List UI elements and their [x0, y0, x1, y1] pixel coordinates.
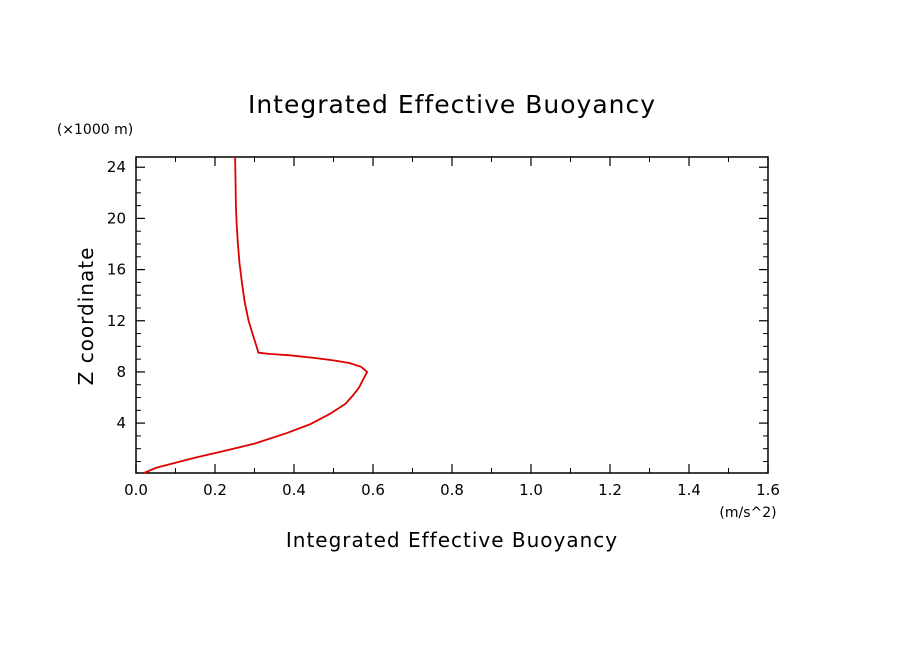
x-tick-label: 1.4	[677, 481, 701, 499]
y-axis-label: Z coordinate	[74, 247, 98, 386]
x-tick-label: 1.0	[519, 481, 543, 499]
x-tick-label: 1.6	[756, 481, 780, 499]
x-tick-label: 0.2	[203, 481, 227, 499]
x-tick-label: 0.8	[440, 481, 464, 499]
data-series	[143, 156, 369, 474]
plot-frame	[135, 156, 769, 474]
chart-title: Integrated Effective Buoyancy	[248, 90, 656, 119]
series-line	[143, 156, 369, 474]
x-tick-label: 1.2	[598, 481, 622, 499]
y-tick-label: 20	[107, 209, 126, 227]
x-tick-label: 0.4	[282, 481, 306, 499]
x-tick-label: 0.6	[361, 481, 385, 499]
y-tick-label: 12	[107, 312, 126, 330]
y-tick-label: 4	[116, 414, 126, 432]
y-tick-label: 8	[116, 363, 126, 381]
y-tick-label: 24	[107, 158, 126, 176]
x-axis-label: Integrated Effective Buoyancy	[286, 528, 618, 552]
tick-labels: 0.0 0.2 0.4 0.6 0.8 1.0 1.2 1.4 1.6 4 8 12 16 20 24	[107, 158, 780, 499]
y-tick-label: 16	[107, 261, 126, 279]
axis-ticks	[135, 157, 769, 473]
x-axis-unit: (m/s^2)	[719, 505, 776, 521]
y-axis-unit: (×1000 m)	[57, 122, 133, 138]
x-tick-label: 0.0	[124, 481, 148, 499]
